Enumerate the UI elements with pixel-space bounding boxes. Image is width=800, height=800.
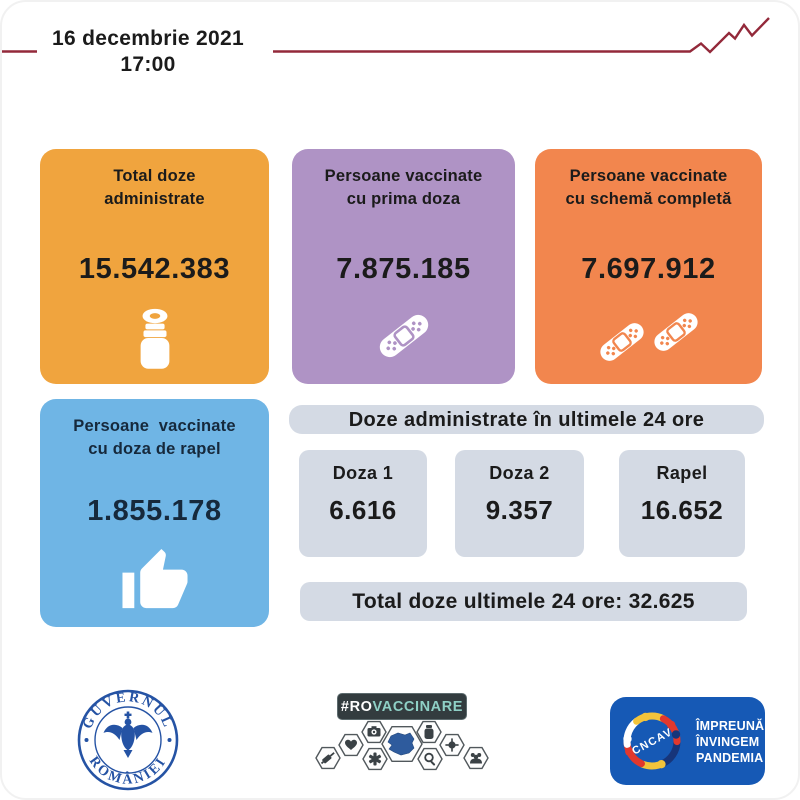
rovaccinare-hexagons-graphic bbox=[315, 720, 489, 771]
rovaccinare-hashtag: #RO bbox=[340, 698, 373, 715]
report-time: 17:00 bbox=[120, 52, 176, 76]
report-date: 16 decembrie 2021 bbox=[52, 27, 244, 50]
card-title: Persoane vaccinate cu schemă completă bbox=[565, 167, 732, 209]
heart-icon bbox=[345, 739, 357, 750]
magnifier-icon bbox=[424, 752, 436, 766]
card-value: 7.697.912 bbox=[581, 253, 716, 285]
trend-line-graphic bbox=[2, 17, 770, 54]
card-value: 15.542.383 bbox=[78, 253, 231, 285]
hex-icons bbox=[320, 725, 482, 766]
card-total-doses: Total doze administrate 15.542.383 bbox=[40, 149, 269, 384]
report-datetime: 16 decembrie 2021 17:00 bbox=[42, 26, 254, 77]
cncav-slogan: ÎMPREUNĂ ÎNVINGEM PANDEMIA bbox=[696, 719, 765, 765]
syringe-icon bbox=[320, 752, 335, 765]
people-icon bbox=[470, 753, 482, 764]
card-value: 7.875.185 bbox=[336, 253, 471, 285]
rovaccinare-badge: #RO VACCINARE bbox=[337, 693, 467, 720]
vial-icon bbox=[424, 725, 434, 739]
card-first-dose: Persoane vaccinate cu prima doza 7.875.1… bbox=[292, 149, 515, 384]
government-romania-seal: GUVERNUL ROMÂNIEI bbox=[77, 689, 179, 791]
dose2-label: Doza 2 bbox=[489, 463, 550, 483]
dose2-value: 9.357 bbox=[485, 495, 554, 525]
dose1-label: Doza 1 bbox=[332, 463, 394, 483]
card-booster-dose: Persoane vaccinate cu doza de rapel 1.85… bbox=[40, 399, 269, 627]
romania-map-icon bbox=[387, 732, 415, 756]
card-value: 1.855.178 bbox=[87, 495, 222, 527]
virus-icon bbox=[445, 738, 459, 752]
vaccine-vial-icon bbox=[40, 307, 269, 376]
cncav-circle-logo: CNCAV bbox=[623, 712, 681, 770]
card-full-scheme: Persoane vaccinate cu schemă completă 7.… bbox=[535, 149, 762, 384]
last24h-header: Doze administrate în ultimele 24 ore bbox=[289, 405, 764, 434]
dose1-value: 6.616 bbox=[329, 495, 397, 525]
double-bandage-icon bbox=[535, 299, 762, 376]
card-title: Total doze administrate bbox=[104, 167, 205, 209]
dose1-card: Doza 1 6.616 bbox=[299, 450, 427, 557]
cncav-label: CNCAV bbox=[630, 726, 675, 757]
booster-24h-value: 16.652 bbox=[640, 495, 724, 525]
dose2-card: Doza 2 9.357 bbox=[455, 450, 584, 557]
cncav-card: CNCAV ÎMPREUNĂ ÎNVINGEM PANDEMIA bbox=[610, 697, 765, 785]
eagle-emblem bbox=[103, 711, 153, 758]
booster-24h-label: Rapel bbox=[656, 463, 708, 483]
card-title: Persoane vaccinate cu prima doza bbox=[324, 167, 483, 209]
star-of-life-icon bbox=[368, 752, 382, 766]
thumbs-up-icon bbox=[40, 546, 269, 619]
last24h-total: Total doze ultimele 24 ore: 32.625 bbox=[300, 582, 747, 621]
camera-icon bbox=[367, 726, 381, 737]
bandage-icon bbox=[292, 301, 515, 376]
card-title: Persoane vaccinate cu doza de rapel bbox=[73, 417, 236, 459]
booster-24h-card: Rapel 16.652 bbox=[619, 450, 745, 557]
